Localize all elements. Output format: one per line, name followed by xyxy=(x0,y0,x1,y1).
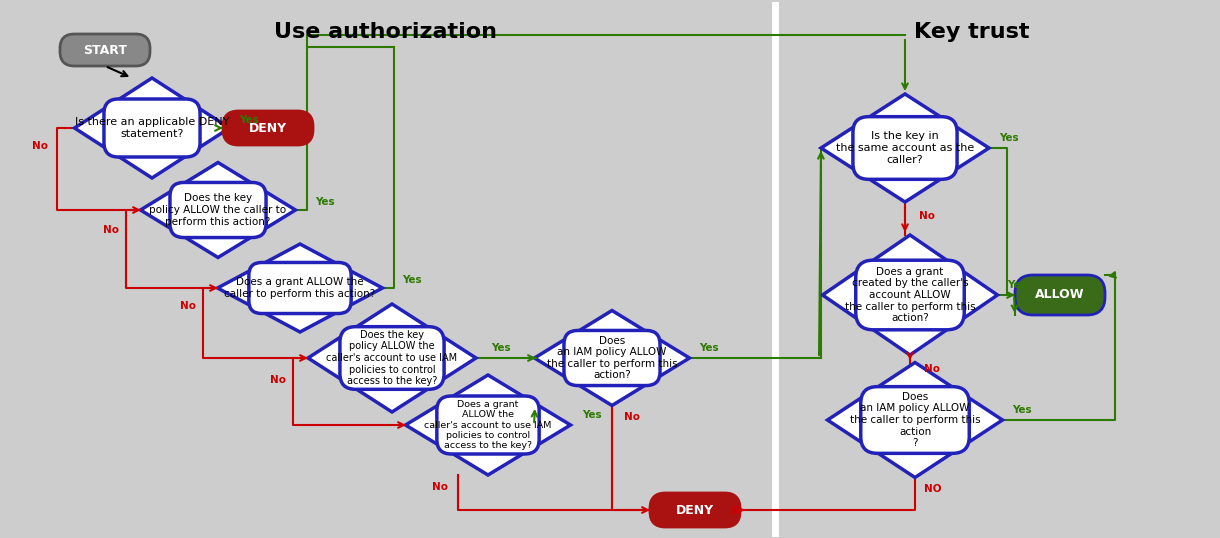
Polygon shape xyxy=(140,162,295,258)
Text: Does a grant ALLOW the
caller to perform this action?: Does a grant ALLOW the caller to perform… xyxy=(224,277,376,299)
Text: Is there an applicable DENY
statement?: Is there an applicable DENY statement? xyxy=(74,117,229,139)
Polygon shape xyxy=(821,94,989,202)
FancyBboxPatch shape xyxy=(1015,275,1105,315)
Text: No: No xyxy=(270,375,285,385)
Polygon shape xyxy=(534,310,689,406)
FancyBboxPatch shape xyxy=(249,263,351,314)
FancyBboxPatch shape xyxy=(223,111,314,145)
Polygon shape xyxy=(827,363,1003,478)
Polygon shape xyxy=(822,235,998,355)
Text: NO: NO xyxy=(925,484,942,494)
FancyBboxPatch shape xyxy=(650,493,741,527)
Text: No: No xyxy=(181,301,196,311)
Polygon shape xyxy=(74,78,229,178)
Text: Yes: Yes xyxy=(1013,405,1032,415)
Text: Yes: Yes xyxy=(1008,280,1027,290)
Text: Yes: Yes xyxy=(403,275,422,285)
Text: Is the key in
the same account as the
caller?: Is the key in the same account as the ca… xyxy=(836,131,974,165)
Text: No: No xyxy=(102,225,120,235)
Text: Yes: Yes xyxy=(492,343,511,353)
FancyBboxPatch shape xyxy=(564,330,660,386)
FancyBboxPatch shape xyxy=(853,117,956,179)
Text: Yes: Yes xyxy=(582,410,601,420)
Text: Yes: Yes xyxy=(699,343,719,353)
Text: Yes: Yes xyxy=(315,197,334,207)
Text: Does a grant
created by the caller's
account ALLOW
the caller to perform this
ac: Does a grant created by the caller's acc… xyxy=(844,267,975,323)
Polygon shape xyxy=(405,375,571,475)
Text: Use authorization: Use authorization xyxy=(273,22,497,42)
Text: START: START xyxy=(83,44,127,56)
Text: Yes: Yes xyxy=(999,133,1019,143)
FancyBboxPatch shape xyxy=(861,387,969,454)
Text: ALLOW: ALLOW xyxy=(1036,288,1085,301)
Text: Does
an IAM policy ALLOW
the caller to perform this
action
?: Does an IAM policy ALLOW the caller to p… xyxy=(849,392,981,448)
Text: No: No xyxy=(919,211,935,221)
Text: No: No xyxy=(924,364,939,374)
Text: No: No xyxy=(432,482,448,492)
Text: No: No xyxy=(32,141,48,151)
FancyBboxPatch shape xyxy=(104,99,200,157)
Text: Yes: Yes xyxy=(239,115,259,125)
Polygon shape xyxy=(217,244,383,332)
Polygon shape xyxy=(307,304,476,412)
FancyBboxPatch shape xyxy=(60,34,150,66)
Text: DENY: DENY xyxy=(249,122,287,134)
FancyBboxPatch shape xyxy=(437,396,539,454)
Text: No: No xyxy=(623,412,640,422)
FancyBboxPatch shape xyxy=(855,260,964,330)
Text: DENY: DENY xyxy=(676,504,714,516)
FancyBboxPatch shape xyxy=(170,182,266,238)
Text: Key trust: Key trust xyxy=(914,22,1030,42)
Text: Does the key
policy ALLOW the
caller's account to use IAM
policies to control
ac: Does the key policy ALLOW the caller's a… xyxy=(327,330,458,386)
Text: Does a grant
ALLOW the
caller's account to use IAM
policies to control
access to: Does a grant ALLOW the caller's account … xyxy=(425,400,551,450)
FancyBboxPatch shape xyxy=(340,327,444,390)
Text: Does
an IAM policy ALLOW
the caller to perform this
action?: Does an IAM policy ALLOW the caller to p… xyxy=(547,336,677,380)
Text: Does the key
policy ALLOW the caller to
perform this action?: Does the key policy ALLOW the caller to … xyxy=(149,193,287,226)
